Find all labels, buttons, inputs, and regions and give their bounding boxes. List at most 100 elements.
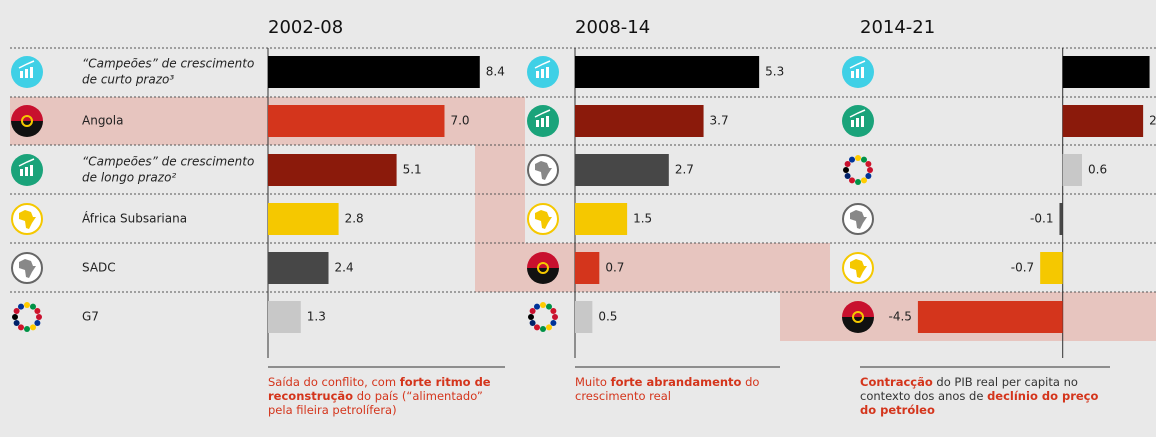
group-icon xyxy=(11,56,43,88)
icon-glyph xyxy=(536,71,539,78)
icon-dot xyxy=(534,303,540,310)
value-label: 2.7 xyxy=(675,163,694,177)
icon-flag xyxy=(842,301,874,317)
icon-emblem xyxy=(537,262,549,274)
icon-dot xyxy=(30,324,36,331)
value-label: 3.7 xyxy=(710,114,729,128)
icon-glyph xyxy=(849,109,866,118)
category-label: “Campeões” de crescimento xyxy=(82,155,254,169)
icon-glyph xyxy=(19,210,36,229)
bar xyxy=(1062,105,1144,137)
icon-glyph xyxy=(25,167,28,176)
bar xyxy=(268,105,445,137)
bar xyxy=(575,203,628,235)
category-label: de longo prazo² xyxy=(82,171,176,185)
icon-glyph xyxy=(849,60,866,69)
group-icon xyxy=(843,155,873,185)
icon-dot xyxy=(865,173,872,179)
bar xyxy=(575,301,593,333)
bar xyxy=(1062,154,1082,186)
icon-dot xyxy=(861,156,867,163)
icon-glyph xyxy=(546,116,549,127)
annotation-segment: Saída do conflito, com xyxy=(268,375,400,389)
icon-dot xyxy=(534,324,540,331)
icon-glyph xyxy=(850,210,867,229)
bar xyxy=(575,154,669,186)
group-icon xyxy=(842,203,874,235)
bar xyxy=(268,56,480,88)
value-label: 2.4 xyxy=(335,261,354,275)
icon-dot xyxy=(855,155,861,161)
annotation-segment: declínio do preço do petróleo xyxy=(860,389,1099,417)
icon-glyph xyxy=(536,120,539,127)
bar xyxy=(575,252,600,284)
value-label: 5.3 xyxy=(765,65,784,79)
panel-title: 2014-21 xyxy=(860,17,935,38)
group-icon xyxy=(527,105,559,137)
icon-glyph xyxy=(851,71,854,78)
row-separators xyxy=(10,47,1156,293)
annotation-segment: Contracção xyxy=(860,375,933,389)
icon-glyph xyxy=(534,60,551,69)
annotation-segment: Muito xyxy=(575,375,611,389)
icon-dot xyxy=(18,303,24,310)
icon-dot xyxy=(550,320,557,326)
icon-dot xyxy=(546,303,552,310)
icon-glyph xyxy=(856,118,859,127)
value-label: 1.3 xyxy=(307,310,326,324)
bar xyxy=(917,301,1063,333)
icon-dot xyxy=(843,167,849,173)
category-label: G7 xyxy=(82,310,99,324)
icon-glyph xyxy=(535,161,552,180)
group-icon xyxy=(527,203,559,235)
value-label: 0.6 xyxy=(1088,163,1107,177)
icon-glyph xyxy=(541,118,544,127)
bar xyxy=(1040,252,1063,284)
bar xyxy=(1059,203,1063,235)
icon-glyph xyxy=(25,69,28,78)
value-label: 7.0 xyxy=(450,114,469,128)
group-icon xyxy=(11,252,43,284)
category-label: de curto prazo³ xyxy=(82,73,174,87)
category-label: África Subsariana xyxy=(82,211,187,226)
annotation-segment: do país (“alimentado” pela fileira petro… xyxy=(268,389,483,417)
icon-dot xyxy=(849,156,855,163)
icon-flag xyxy=(842,317,874,333)
annotation-segment: do crescimento real xyxy=(575,375,760,403)
icon-dot xyxy=(861,177,867,184)
icon-glyph xyxy=(546,67,549,78)
icon-dot xyxy=(13,308,20,314)
value-label: 5.1 xyxy=(403,163,422,177)
annotation: Saída do conflito, com forte ritmo de re… xyxy=(268,375,505,417)
icon-glyph xyxy=(20,71,23,78)
group-icon xyxy=(528,302,558,332)
icon-dot xyxy=(13,320,20,326)
icon-glyph xyxy=(19,259,36,278)
bar xyxy=(575,56,760,88)
icon-dot xyxy=(12,314,18,320)
value-label: 1.5 xyxy=(633,212,652,226)
group-icon xyxy=(11,203,43,235)
icon-dot xyxy=(34,320,41,326)
icon-glyph xyxy=(30,165,33,176)
icon-glyph xyxy=(861,67,864,78)
icon-dot xyxy=(24,326,30,332)
icon-dot xyxy=(528,314,534,320)
icon-dot xyxy=(24,302,30,308)
value-label: 8.4 xyxy=(486,65,505,79)
group-icon xyxy=(842,252,874,284)
icon-flag xyxy=(527,268,559,284)
value-label: 0.7 xyxy=(605,261,624,275)
category-label: “Campeões” de crescimento xyxy=(82,57,254,71)
icon-dot xyxy=(546,324,552,331)
group-icon xyxy=(527,56,559,88)
icon-emblem xyxy=(21,115,33,127)
icon-dot xyxy=(855,179,861,185)
value-label: -4.5 xyxy=(888,310,911,324)
bar xyxy=(268,252,329,284)
category-label: Angola xyxy=(82,114,123,128)
icon-emblem xyxy=(852,311,864,323)
group-icon xyxy=(842,56,874,88)
bar xyxy=(268,203,339,235)
icon-dot xyxy=(30,303,36,310)
